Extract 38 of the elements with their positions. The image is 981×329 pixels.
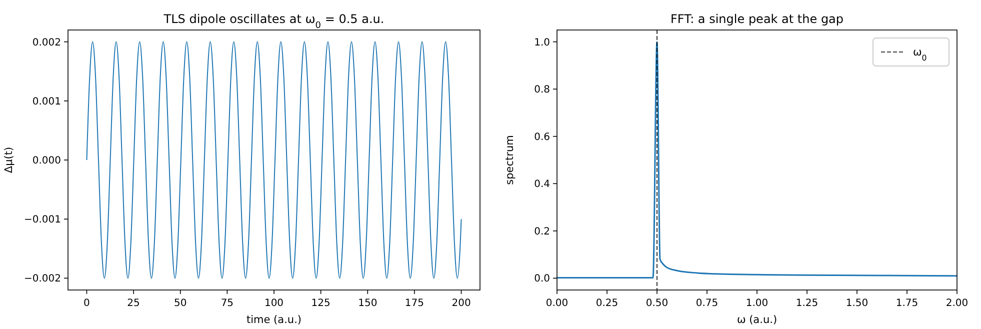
y-tick-label: −0.001 (24, 214, 61, 226)
y-tick-label: 0.001 (32, 96, 61, 108)
y-tick-label: 1.0 (534, 37, 550, 48)
x-tick-label: 50 (174, 298, 187, 309)
x-tick-label: 1.25 (796, 298, 818, 309)
x-tick-label: 150 (358, 298, 378, 309)
x-axis-title: ω (a.u.) (736, 314, 778, 326)
x-axis-title: time (a.u.) (246, 314, 302, 326)
x-tick-label: 125 (311, 298, 330, 309)
x-tick-label: 1.75 (896, 298, 918, 309)
x-tick-label: 100 (264, 298, 284, 309)
y-tick-label: 0.0 (534, 274, 550, 285)
x-tick-label: 1.50 (846, 298, 868, 309)
y-axis-title: spectrum (504, 135, 516, 185)
x-tick-label: 200 (452, 298, 471, 309)
ref-line-label: ω$_{0}$ (913, 46, 927, 62)
y-axis-title: Δμ(t) (3, 146, 15, 174)
y-tick-label: −0.002 (24, 274, 61, 285)
y-tick-label: 0.002 (32, 37, 61, 48)
x-tick-label: 0.75 (696, 298, 718, 309)
x-tick-label: 0.00 (546, 298, 568, 309)
y-tick-label: 0.6 (534, 132, 550, 143)
x-tick-label: 0.25 (596, 298, 618, 309)
chart-title: TLS dipole oscillates at ω$_{0}$ = 0.5 a.u. (162, 12, 384, 31)
x-tick-label: 1.00 (746, 298, 768, 309)
line-series (557, 41, 957, 278)
x-tick-label: 25 (127, 298, 140, 309)
x-tick-label: 0.50 (646, 298, 668, 309)
x-tick-label: 0 (84, 298, 90, 309)
x-tick-label: 2.00 (946, 298, 968, 309)
y-tick-label: 0.4 (534, 179, 550, 190)
chart-title: FFT: a single peak at the gap (670, 12, 844, 26)
y-tick-label: 0.2 (534, 226, 550, 238)
x-tick-label: 75 (220, 298, 234, 309)
y-tick-label: 0.8 (534, 84, 550, 96)
y-tick-label: 0.000 (32, 156, 61, 166)
line-series (86, 41, 462, 279)
x-tick-label: 175 (404, 298, 424, 309)
